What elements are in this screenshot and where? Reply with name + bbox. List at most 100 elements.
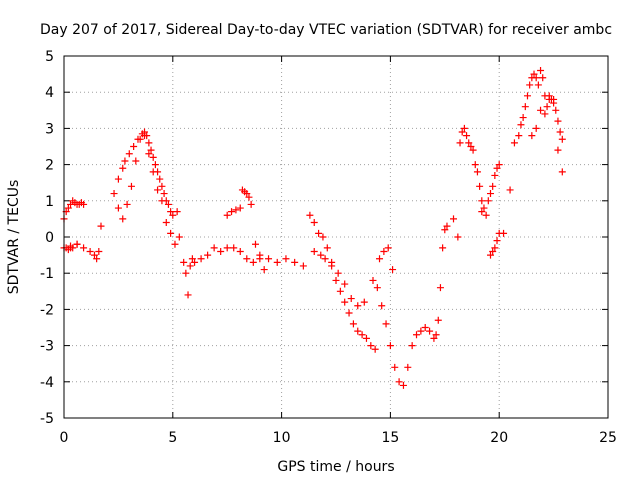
data-point	[530, 70, 538, 78]
data-point	[450, 215, 458, 223]
x-tick-label: 15	[381, 430, 399, 446]
data-point	[554, 117, 562, 125]
data-point	[373, 284, 381, 292]
data-point	[460, 124, 468, 132]
data-point	[321, 255, 329, 263]
data-point	[158, 197, 166, 205]
data-point	[180, 258, 188, 266]
data-point	[558, 168, 566, 176]
data-point	[360, 298, 368, 306]
data-point	[114, 175, 122, 183]
data-point	[486, 251, 494, 259]
data-point	[506, 186, 514, 194]
data-point	[371, 345, 379, 353]
data-point	[376, 255, 384, 263]
data-point	[482, 211, 490, 219]
data-point	[132, 157, 140, 165]
data-point	[399, 381, 407, 389]
data-point	[86, 247, 94, 255]
x-tick-label: 20	[490, 430, 508, 446]
data-point	[323, 244, 331, 252]
data-point	[191, 258, 199, 266]
data-point	[121, 157, 129, 165]
data-point	[493, 164, 501, 172]
data-point	[432, 331, 440, 339]
data-point	[167, 208, 175, 216]
data-point	[489, 182, 497, 190]
data-point	[539, 74, 547, 82]
data-point	[526, 81, 534, 89]
data-point	[332, 276, 340, 284]
data-point	[378, 302, 386, 310]
data-point	[306, 211, 314, 219]
data-point	[243, 190, 251, 198]
data-point	[64, 204, 72, 212]
data-point	[160, 190, 168, 198]
data-point	[141, 132, 149, 140]
data-point	[495, 161, 503, 169]
data-point	[537, 66, 545, 74]
y-tick-label: 4	[45, 85, 54, 101]
data-point	[93, 255, 101, 263]
x-tick-label: 25	[599, 430, 617, 446]
data-point	[251, 240, 259, 248]
data-point	[550, 95, 558, 103]
data-point	[476, 182, 484, 190]
data-point	[90, 251, 98, 259]
data-point	[395, 378, 403, 386]
data-point	[336, 287, 344, 295]
data-point	[291, 258, 299, 266]
data-point	[467, 143, 475, 150]
data-point	[80, 244, 88, 252]
data-point	[463, 132, 471, 140]
data-point	[145, 139, 153, 147]
data-point	[386, 342, 394, 350]
plot-frame	[63, 55, 609, 419]
data-point	[310, 247, 318, 255]
data-point	[556, 128, 564, 136]
data-point	[80, 200, 88, 208]
data-point	[197, 255, 205, 263]
data-point	[515, 132, 523, 140]
data-point	[489, 247, 497, 255]
data-point	[130, 143, 138, 150]
y-tick-label: -1	[40, 266, 54, 282]
data-point	[510, 139, 518, 147]
y-tick-label: -3	[40, 339, 54, 355]
data-point	[169, 211, 177, 219]
y-tick-label: -5	[40, 411, 54, 427]
data-point	[125, 150, 133, 158]
data-point	[367, 342, 375, 350]
data-point	[228, 208, 236, 216]
data-point	[175, 233, 183, 241]
data-point	[358, 331, 366, 339]
data-point	[491, 244, 499, 252]
data-point	[454, 233, 462, 241]
data-point	[478, 197, 486, 205]
data-point	[465, 139, 473, 147]
data-point	[341, 298, 349, 306]
data-point	[384, 244, 392, 252]
data-point	[456, 139, 464, 147]
data-point	[149, 153, 157, 161]
data-point	[154, 186, 162, 194]
data-point	[528, 132, 536, 140]
data-point	[164, 200, 172, 208]
data-point	[354, 327, 362, 335]
data-point	[156, 175, 164, 183]
data-point	[532, 124, 540, 132]
data-point	[245, 193, 253, 201]
data-point	[369, 276, 377, 284]
data-point	[282, 255, 290, 263]
data-point	[236, 204, 244, 212]
data-point	[382, 320, 390, 328]
y-tick-label: 0	[45, 230, 54, 246]
data-point	[458, 128, 466, 136]
data-point	[554, 146, 562, 154]
data-point	[389, 266, 397, 274]
data-point	[73, 240, 81, 248]
data-point	[345, 309, 353, 317]
data-point	[184, 291, 192, 299]
